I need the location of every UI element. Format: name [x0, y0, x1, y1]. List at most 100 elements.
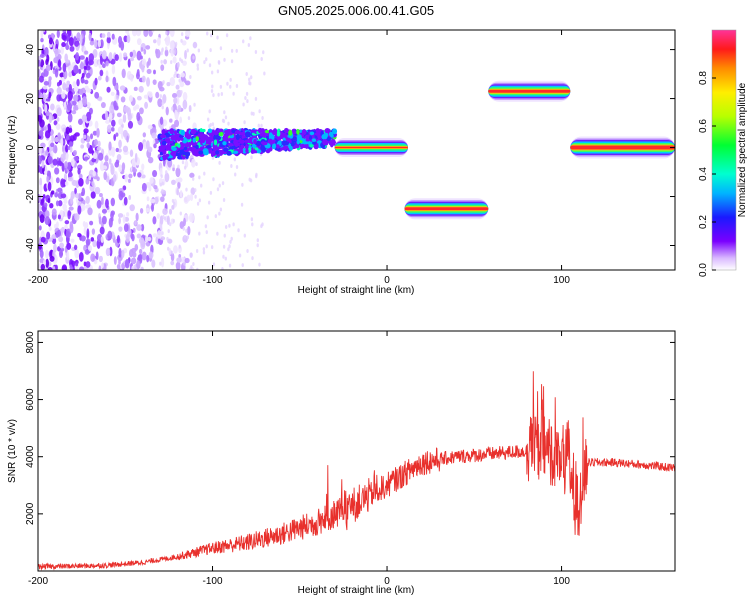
noise-blob: [187, 116, 191, 121]
noise-blob: [123, 223, 129, 232]
noise-blob: [254, 49, 258, 54]
noise-blob: [153, 143, 157, 149]
scatter-blob: [231, 129, 236, 134]
noise-blob: [146, 254, 150, 263]
noise-blob: [102, 63, 106, 69]
scatter-blob: [314, 135, 319, 139]
noise-blob: [97, 75, 102, 81]
noise-blob: [116, 263, 121, 270]
noise-blob: [87, 245, 93, 252]
noise-blob: [140, 223, 145, 232]
noise-blob: [44, 249, 49, 259]
noise-blob: [97, 39, 102, 48]
noise-blob: [51, 266, 57, 270]
noise-blob: [70, 158, 75, 167]
noise-blob: [120, 41, 125, 51]
noise-blob: [211, 84, 214, 89]
noise-blob: [131, 30, 138, 37]
noise-blob: [77, 233, 82, 238]
scatter-blob: [281, 140, 287, 146]
noise-blob: [54, 192, 59, 198]
noise-blob: [162, 208, 168, 216]
noise-blob: [56, 30, 60, 39]
scatter-blob: [254, 147, 259, 151]
noise-blob: [184, 80, 191, 86]
noise-blob: [128, 178, 131, 183]
snr-xlabel: Height of straight line (km): [298, 585, 415, 596]
noise-blob: [137, 256, 141, 262]
scatter-blob: [311, 138, 316, 142]
noise-blob: [235, 83, 239, 88]
noise-blob: [88, 53, 94, 63]
noise-blob: [40, 201, 44, 206]
noise-blob: [58, 249, 63, 259]
noise-blob: [98, 216, 102, 225]
noise-blob: [147, 156, 154, 164]
scatter-blob: [226, 150, 232, 156]
noise-blob: [186, 235, 190, 240]
noise-blob: [203, 171, 206, 176]
noise-blob: [129, 249, 134, 258]
noise-blob: [128, 95, 133, 102]
noise-blob: [138, 248, 143, 255]
noise-blob: [218, 183, 221, 188]
noise-blob: [43, 92, 47, 103]
noise-blob: [141, 75, 146, 83]
noise-blob: [162, 93, 167, 104]
scatter-blob: [240, 144, 245, 149]
noise-blob: [87, 207, 93, 216]
noise-blob: [108, 112, 113, 120]
noise-blob: [182, 226, 185, 231]
noise-blob: [129, 51, 134, 58]
noise-blob: [166, 236, 169, 241]
snr-ytick-label: 8000: [25, 331, 36, 354]
noise-blob: [152, 79, 157, 85]
noise-blob: [99, 39, 104, 49]
noise-blob: [100, 101, 106, 109]
noise-blob: [136, 38, 142, 46]
noise-blob: [39, 214, 45, 223]
noise-blob: [105, 110, 109, 121]
noise-blob: [173, 245, 178, 254]
noise-blob: [249, 36, 252, 41]
noise-blob: [68, 71, 73, 78]
noise-blob: [100, 160, 104, 170]
scatter-blob: [170, 134, 177, 141]
noise-blob: [140, 266, 144, 270]
noise-blob: [75, 262, 79, 267]
noise-blob: [61, 264, 68, 270]
noise-blob: [161, 188, 164, 193]
noise-blob: [63, 199, 68, 204]
noise-blob: [99, 226, 105, 235]
noise-blob: [143, 94, 148, 99]
noise-blob: [150, 198, 156, 204]
noise-blob: [78, 173, 83, 180]
noise-blob: [168, 208, 173, 215]
noise-blob: [81, 187, 86, 197]
noise-blob: [195, 248, 199, 253]
noise-blob: [170, 106, 174, 111]
noise-blob: [38, 75, 44, 83]
noise-blob: [64, 161, 69, 169]
noise-blob: [255, 172, 258, 177]
noise-blob: [191, 158, 196, 168]
scatter-blob: [201, 135, 206, 140]
noise-blob: [238, 253, 242, 258]
noise-blob: [111, 64, 116, 75]
noise-blob: [174, 41, 178, 46]
noise-blob: [245, 91, 249, 96]
scatter-blob: [332, 128, 338, 135]
noise-blob: [121, 68, 126, 79]
noise-blob: [262, 50, 265, 55]
noise-blob: [73, 64, 79, 74]
noise-blob: [38, 106, 42, 116]
noise-blob: [41, 159, 45, 169]
noise-blob: [42, 85, 48, 90]
noise-blob: [177, 164, 180, 169]
scatter-blob: [215, 150, 220, 155]
noise-blob: [64, 53, 69, 62]
noise-blob: [68, 206, 74, 211]
scatter-blob: [281, 133, 287, 138]
noise-blob: [176, 61, 180, 69]
noise-blob: [44, 130, 51, 139]
